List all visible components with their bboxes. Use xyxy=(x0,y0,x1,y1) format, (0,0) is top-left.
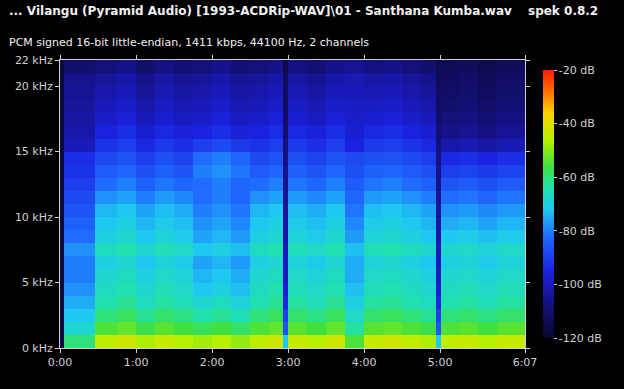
svg-text:... Vilangu (Pyramid Audio) [1: ... Vilangu (Pyramid Audio) [1993-ACDRip… xyxy=(9,4,512,18)
svg-text:15 kHz: 15 kHz xyxy=(15,145,53,158)
svg-text:-120 dB: -120 dB xyxy=(559,332,602,345)
svg-text:spek 0.8.2: spek 0.8.2 xyxy=(528,4,598,18)
svg-text:-60 dB: -60 dB xyxy=(559,171,595,184)
svg-text:-80 dB: -80 dB xyxy=(559,225,595,238)
svg-text:0:00: 0:00 xyxy=(48,356,73,369)
svg-text:5:00: 5:00 xyxy=(428,356,453,369)
svg-text:-20 dB: -20 dB xyxy=(559,64,595,77)
svg-text:4:00: 4:00 xyxy=(352,356,377,369)
svg-text:2:00: 2:00 xyxy=(200,356,225,369)
svg-text:20 kHz: 20 kHz xyxy=(15,80,53,93)
svg-text:1:00: 1:00 xyxy=(124,356,149,369)
svg-text:PCM signed 16-bit little-endia: PCM signed 16-bit little-endian, 1411 kb… xyxy=(9,36,369,49)
svg-text:22 kHz: 22 kHz xyxy=(15,54,53,67)
svg-text:-40 dB: -40 dB xyxy=(559,117,595,130)
svg-text:-100 dB: -100 dB xyxy=(559,278,602,291)
svg-text:5 kHz: 5 kHz xyxy=(22,276,53,289)
svg-text:0 kHz: 0 kHz xyxy=(22,342,53,355)
svg-text:3:00: 3:00 xyxy=(276,356,301,369)
svg-text:10 kHz: 10 kHz xyxy=(15,211,53,224)
svg-text:6:07: 6:07 xyxy=(513,356,538,369)
